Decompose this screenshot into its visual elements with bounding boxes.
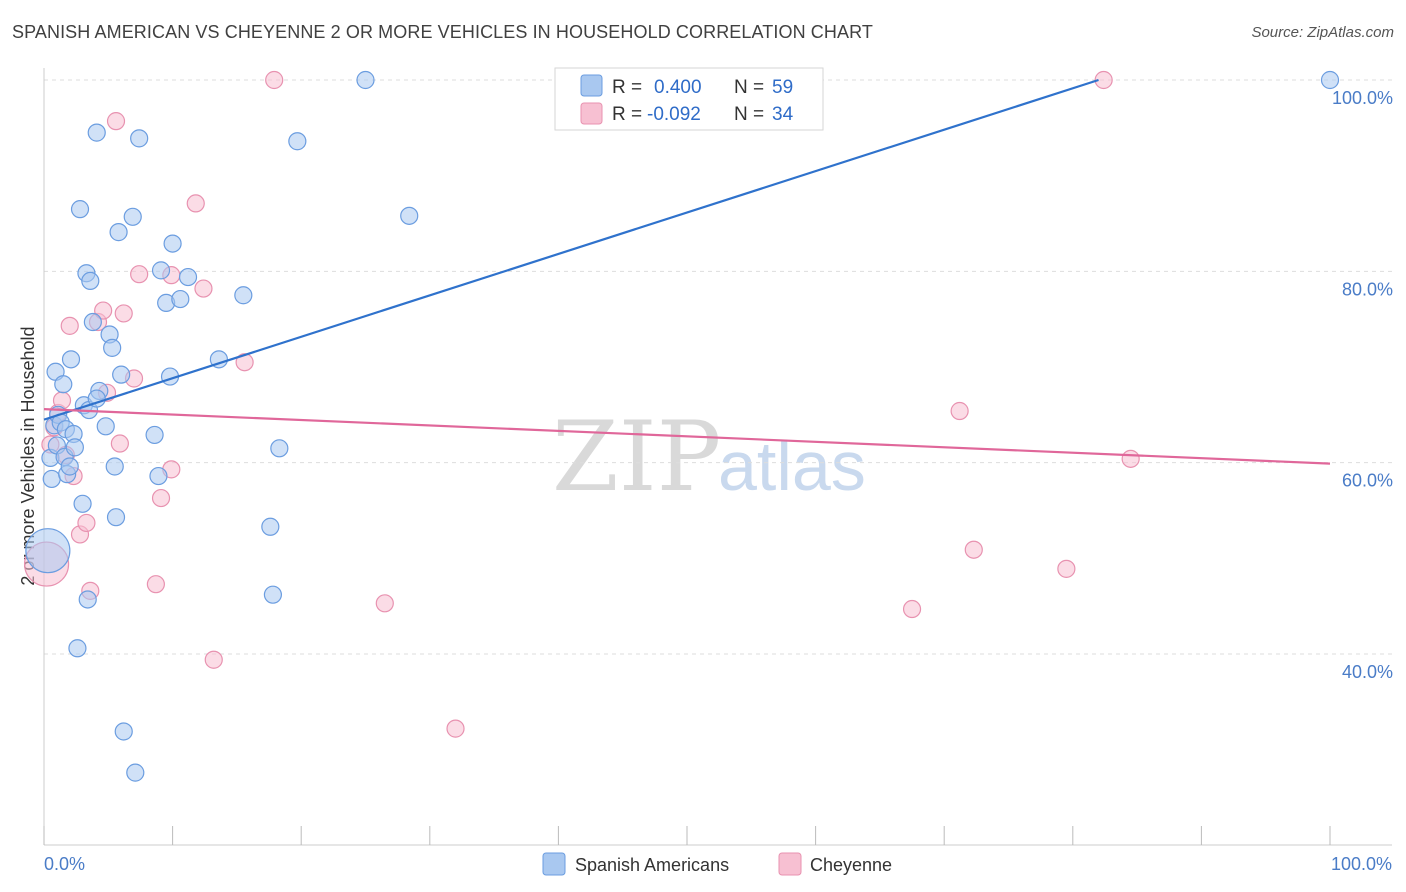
spanish-american-point-38 (130, 129, 149, 148)
spanish-american-trend-line (43, 78, 1099, 421)
spanish-american-point-15 (65, 438, 84, 457)
spanish-american-point-16 (68, 639, 87, 658)
x-tick-label-max: 100.0% (1331, 854, 1392, 874)
bottom-legend-swatch-pink (778, 852, 802, 876)
chart-title: SPANISH AMERICAN VS CHEYENNE 2 OR MORE V… (12, 22, 873, 42)
x-ticks (43, 826, 1331, 845)
spanish-american-point-48 (234, 286, 253, 305)
cheyenne-point-23 (186, 194, 205, 213)
source-credit: Source: ZipAtlas.com (1251, 24, 1394, 41)
legend-r-label-2: R = (612, 104, 642, 125)
legend-n-value-2: 34 (772, 104, 794, 125)
legend-swatch-pink (580, 102, 603, 125)
cheyenne-point-27 (265, 70, 284, 90)
y-tick-label-40: 40.0% (1342, 662, 1393, 682)
spanish-american-point-23 (81, 271, 100, 290)
spanish-american-point-32 (106, 508, 126, 527)
legend-r-value-2: -0.092 (647, 104, 701, 125)
spanish-american-point-0 (25, 528, 71, 574)
cheyenne-point-18 (130, 265, 149, 284)
cheyenne-point-35 (1121, 449, 1140, 468)
spanish-american-point-24 (83, 312, 102, 332)
spanish-american-point-33 (109, 223, 128, 242)
watermark: ZIP atlas (552, 401, 866, 513)
cheyenne-point-24 (194, 279, 213, 298)
cheyenne-point-19 (146, 575, 165, 594)
x-tick-label-min: 0.0% (44, 854, 85, 874)
cheyenne-point-16 (114, 304, 133, 323)
y-axis-label: 2 or more Vehicles in Household (18, 326, 38, 585)
cheyenne-points (23, 70, 1140, 738)
spanish-american-point-34 (112, 365, 131, 384)
spanish-american-point-54 (400, 206, 419, 225)
spanish-american-point-31 (105, 457, 124, 476)
legend-n-label-1: N = (734, 77, 764, 98)
spanish-american-point-17 (70, 200, 90, 219)
legend-swatch-blue (580, 74, 603, 97)
cheyenne-point-33 (1057, 559, 1076, 578)
spanish-american-point-28 (96, 417, 115, 436)
watermark-zip: ZIP (552, 401, 721, 513)
cheyenne-point-6 (60, 316, 79, 335)
spanish-american-point-55 (1320, 70, 1340, 90)
series-legend: Spanish Americans Cheyenne (542, 852, 892, 876)
spanish-american-point-8 (54, 375, 73, 394)
bottom-legend-label-cheyenne: Cheyenne (810, 855, 892, 875)
cheyenne-point-9 (77, 513, 96, 533)
spanish-american-point-36 (123, 207, 142, 226)
y-tick-labels: 40.0% 60.0% 80.0% 100.0% (1332, 88, 1393, 682)
cheyenne-point-20 (151, 488, 171, 508)
cheyenne-point-15 (110, 434, 129, 453)
spanish-american-points (25, 70, 1340, 782)
cheyenne-point-28 (375, 594, 394, 613)
spanish-american-point-25 (87, 123, 106, 142)
cheyenne-point-14 (106, 112, 126, 131)
y-tick-label-80: 80.0% (1342, 279, 1393, 299)
spanish-american-point-39 (145, 425, 164, 445)
spanish-american-point-51 (270, 439, 289, 458)
spanish-american-point-49 (261, 517, 280, 536)
spanish-american-point-13 (61, 350, 81, 369)
legend-r-value-1: 0.400 (654, 77, 702, 98)
cheyenne-trend-line (43, 407, 1331, 465)
spanish-american-point-27 (87, 389, 106, 408)
correlation-legend: R = 0.400 N = 59 R = -0.092 N = 34 (554, 67, 824, 131)
spanish-american-point-37 (126, 763, 145, 782)
spanish-american-point-30 (103, 338, 122, 357)
cheyenne-point-32 (964, 540, 983, 559)
spanish-american-point-50 (263, 585, 283, 604)
legend-n-label-2: N = (734, 104, 764, 125)
trend-lines (43, 78, 1331, 465)
y-tick-label-60: 60.0% (1342, 471, 1393, 491)
y-tick-label-100: 100.0% (1332, 88, 1393, 108)
cheyenne-point-30 (902, 599, 922, 619)
spanish-american-point-44 (163, 234, 182, 253)
cheyenne-point-25 (204, 650, 223, 669)
spanish-american-point-2 (42, 469, 61, 489)
spanish-american-point-12 (60, 457, 79, 476)
spanish-american-point-18 (73, 494, 92, 513)
spanish-american-point-45 (171, 289, 190, 309)
spanish-american-point-52 (288, 132, 307, 151)
bottom-legend-label-spanish-americans: Spanish Americans (575, 855, 729, 875)
legend-n-value-1: 59 (772, 77, 793, 98)
cheyenne-point-29 (446, 719, 465, 738)
cheyenne-point-12 (94, 301, 113, 320)
spanish-american-point-46 (178, 267, 198, 287)
spanish-american-point-41 (151, 261, 171, 280)
spanish-american-point-40 (149, 466, 168, 486)
spanish-american-point-21 (78, 590, 97, 609)
legend-r-label-1: R = (612, 77, 642, 98)
spanish-american-point-53 (356, 70, 375, 90)
cheyenne-point-26 (235, 353, 254, 372)
cheyenne-point-31 (950, 401, 969, 421)
spanish-american-point-35 (114, 722, 133, 741)
bottom-legend-swatch-blue (542, 852, 566, 876)
